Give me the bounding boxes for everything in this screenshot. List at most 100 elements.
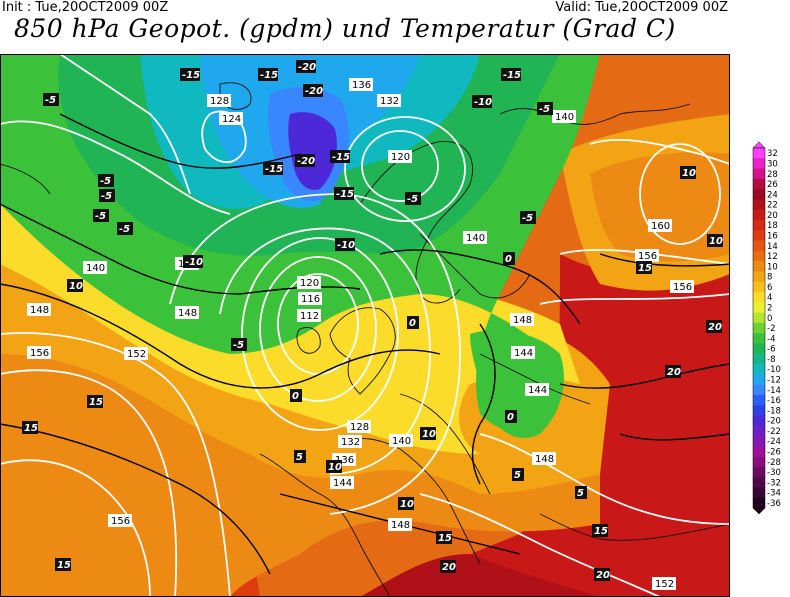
scale-swatch [753,456,765,468]
svg-text:148: 148 [178,308,197,319]
temp-field-east-orange [590,152,730,262]
svg-text:156: 156 [638,251,657,262]
svg-text:-5: -5 [407,194,418,205]
scale-swatch [753,384,765,396]
scale-label: -30 [767,468,781,478]
scale-swatch [753,168,765,180]
svg-text:-5: -5 [522,213,533,224]
scale-label: -6 [767,345,775,355]
scale-label: -2 [767,324,775,334]
scale-label: 0 [767,314,772,324]
svg-text:136: 136 [335,455,354,466]
scale-swatch [753,158,765,169]
svg-text:140: 140 [555,112,574,123]
scale-label: -4 [767,334,775,344]
scale-label: 32 [767,149,778,159]
scale-arrow-bottom [752,507,766,514]
svg-text:144: 144 [333,478,352,489]
temperature-labels: -20 -20 -20 -15 -15 -15 -15 -15 -15 -10 … [22,60,723,581]
temp-field-yellow [0,194,580,454]
svg-text:120: 120 [391,152,410,163]
scale-label: 26 [767,180,778,190]
scale-label: -16 [767,396,781,406]
svg-text:-5: -5 [101,191,112,202]
scale-label: 24 [767,190,778,200]
svg-text:10: 10 [400,499,414,510]
scale-swatch [753,230,765,241]
svg-text:-10: -10 [337,240,355,251]
geopotential-isolines [0,54,730,597]
scale-swatch [753,374,765,385]
svg-text:20: 20 [442,562,456,573]
scale-swatch [753,394,765,406]
scale-label: -22 [767,427,781,437]
scale-swatch [753,353,765,365]
svg-text:152: 152 [655,579,674,590]
weather-map: 112 116 120 124 128 128 132 132 136 136 … [0,54,730,597]
svg-text:20: 20 [708,322,722,333]
scale-swatch [753,364,765,375]
scale-swatch [753,148,765,159]
svg-text:-5: -5 [539,104,550,115]
scale-swatch [753,446,765,457]
scale-label: 28 [767,170,778,180]
scale-swatch [753,199,765,211]
svg-text:152: 152 [127,349,146,360]
svg-text:-5: -5 [119,224,130,235]
scale-label: 2 [767,304,772,314]
scale-label: -26 [767,448,781,458]
svg-text:20: 20 [596,570,610,581]
svg-text:156: 156 [673,282,692,293]
scale-swatch [753,292,765,303]
svg-text:-5: -5 [95,211,106,222]
scale-swatch [753,271,765,283]
svg-text:132: 132 [341,437,360,448]
svg-text:15: 15 [57,560,71,571]
scale-label: -20 [767,417,781,427]
svg-text:15: 15 [438,533,452,544]
svg-text:148: 148 [513,315,532,326]
scale-arrow-top [752,142,766,149]
scale-swatch [753,189,765,200]
svg-text:-15: -15 [503,70,521,81]
temperature-isolines [0,113,730,575]
svg-text:20: 20 [667,367,681,378]
init-time: Init : Tue,20OCT2009 00Z [2,0,169,15]
svg-text:-5: -5 [45,95,56,106]
scale-swatch [753,261,765,272]
scale-swatch [753,178,765,190]
scale-label: 16 [767,232,778,242]
geopotential-labels: 112 116 120 124 128 128 132 132 136 136 … [27,78,694,590]
scale-label: 4 [767,293,772,303]
scale-label: -10 [767,365,781,375]
svg-text:-15: -15 [332,152,350,163]
svg-text:140: 140 [86,263,105,274]
scale-label: 30 [767,160,778,170]
map-title: 850 hPa Geopot. (gpdm) und Temperatur (G… [14,14,676,43]
svg-text:156: 156 [30,348,49,359]
scale-label: 6 [767,283,772,293]
scale-swatch [753,405,765,416]
scale-label: -24 [767,437,781,447]
scale-label: -34 [767,489,781,499]
scale-swatch [753,209,765,221]
svg-text:5: 5 [514,470,521,481]
svg-text:144: 144 [514,348,533,359]
svg-text:10: 10 [709,236,723,247]
scale-swatch [753,220,765,231]
svg-text:-20: -20 [297,156,315,167]
svg-text:140: 140 [466,233,485,244]
scale-label: -14 [767,386,781,396]
scale-label: 22 [767,201,778,211]
scale-outline [752,147,766,509]
svg-text:0: 0 [409,318,416,329]
color-scale: 32302826242220181614121086420-2-4-6-8-10… [752,142,781,514]
svg-text:-15: -15 [260,70,278,81]
scale-label: -18 [767,406,781,416]
svg-text:-20: -20 [305,86,323,97]
svg-text:116: 116 [301,294,320,305]
scale-label: -8 [767,355,775,365]
svg-text:160: 160 [651,221,670,232]
svg-text:124: 124 [222,114,241,125]
scale-swatch [753,281,765,293]
